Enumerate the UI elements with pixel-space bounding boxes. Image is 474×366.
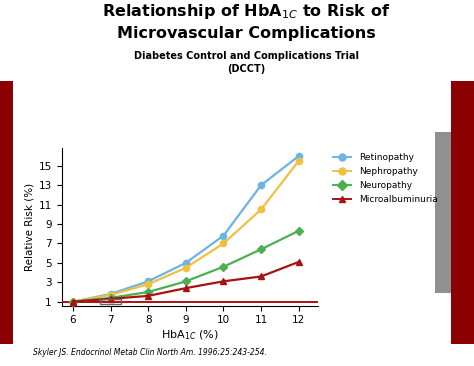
Text: Relationship of HbA$_{1C}$ to Risk of: Relationship of HbA$_{1C}$ to Risk of — [102, 2, 391, 21]
Text: Skyler JS. Endocrinol Metab Clin North Am. 1996;25:243-254.: Skyler JS. Endocrinol Metab Clin North A… — [33, 348, 267, 357]
X-axis label: HbA$_{1C}$ (%): HbA$_{1C}$ (%) — [161, 328, 219, 342]
Legend: Retinopathy, Nephropathy, Neuropathy, Microalbuminuria: Retinopathy, Nephropathy, Neuropathy, Mi… — [330, 150, 441, 208]
Bar — [100, 299, 121, 304]
Y-axis label: Relative Risk (%): Relative Risk (%) — [25, 183, 35, 271]
Text: Diabetes Control and Complications Trial
(DCCT): Diabetes Control and Complications Trial… — [134, 51, 359, 74]
Text: Microvascular Complications: Microvascular Complications — [117, 26, 376, 41]
